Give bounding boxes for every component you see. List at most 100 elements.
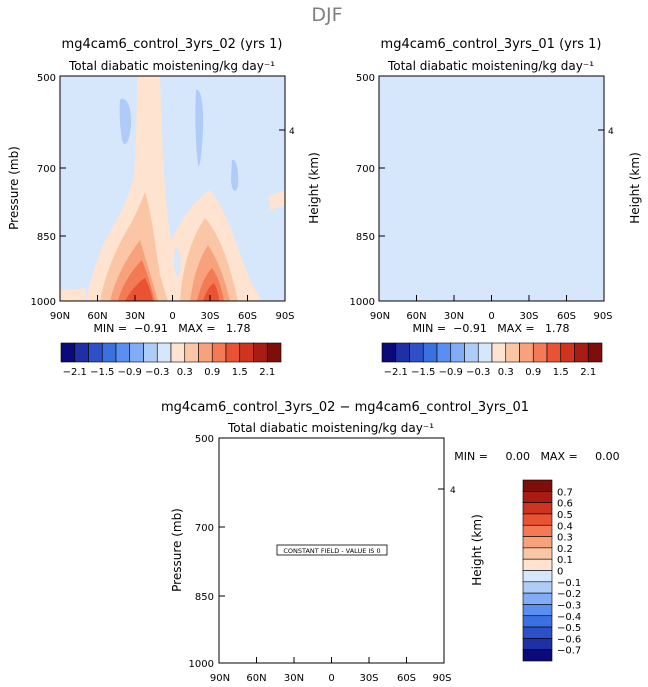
colorbar-swatch bbox=[522, 502, 553, 515]
colorbar-swatch bbox=[464, 342, 479, 363]
colorbar-swatch bbox=[587, 342, 603, 363]
ylabel-height: Height (km) bbox=[628, 152, 642, 223]
colorbar-label: −0.3 bbox=[557, 600, 581, 611]
colorbar-label: −0.1 bbox=[557, 578, 581, 589]
height-tick-4: 4 bbox=[450, 486, 456, 496]
colorbar-swatch bbox=[491, 342, 507, 363]
colorbar-swatch bbox=[522, 638, 553, 650]
colorbar-label: −0.5 bbox=[557, 623, 581, 634]
constant-field-label: CONSTANT FIELD - VALUE IS 0 bbox=[283, 547, 380, 555]
x-ticks bbox=[218, 657, 445, 663]
colorbar-label: 0.3 bbox=[557, 533, 573, 544]
colorbar-swatch bbox=[60, 342, 76, 363]
ytick-1000: 1000 bbox=[31, 297, 56, 308]
ytick-700: 700 bbox=[356, 164, 375, 175]
colorbar-label: −0.4 bbox=[557, 612, 581, 623]
colorbar-label: −1.5 bbox=[411, 367, 435, 378]
colorbar-right: −2.1 −1.5 −0.9 −0.3 0.3 0.9 1.5 2.1 bbox=[381, 342, 603, 378]
ytick-500: 500 bbox=[356, 73, 375, 84]
colorbar-swatch bbox=[88, 342, 103, 363]
colorbar-label: −0.3 bbox=[145, 367, 169, 378]
colorbar-swatch bbox=[225, 342, 241, 363]
xtick-60s: 60S bbox=[557, 311, 576, 322]
xtick-90n: 90N bbox=[370, 311, 390, 322]
colorbar-label: 2.1 bbox=[580, 367, 596, 378]
colorbar-swatch bbox=[253, 342, 268, 363]
colorbar-swatch bbox=[522, 524, 553, 537]
colorbar-label: 0.9 bbox=[204, 367, 220, 378]
colorbar-label: 1.5 bbox=[553, 367, 569, 378]
xtick-30n: 30N bbox=[125, 311, 145, 322]
colorbar-swatch bbox=[115, 342, 131, 363]
colorbar-label: −0.3 bbox=[466, 367, 490, 378]
x-ticks bbox=[378, 295, 605, 301]
ylabel-height: Height (km) bbox=[307, 152, 321, 223]
colorbar-label: 2.1 bbox=[259, 367, 275, 378]
height-tick-4: 4 bbox=[289, 127, 295, 137]
xtick-90s: 90S bbox=[593, 311, 612, 322]
colorbar-label: 0.3 bbox=[177, 367, 193, 378]
ylabel-pressure: Pressure (mb) bbox=[170, 508, 184, 592]
xtick-30s: 30S bbox=[359, 673, 378, 684]
xtick-0: 0 bbox=[169, 311, 175, 322]
colorbar-label: 0.1 bbox=[557, 555, 573, 566]
contour-fill bbox=[60, 76, 285, 301]
colorbar-label: 0.4 bbox=[557, 521, 573, 532]
colorbar-label: 0.3 bbox=[498, 367, 514, 378]
colorbar-label: −2.1 bbox=[63, 367, 87, 378]
xtick-60n: 60N bbox=[406, 311, 426, 322]
ytick-850: 850 bbox=[37, 232, 56, 243]
ytick-500: 500 bbox=[37, 73, 56, 84]
colorbar-swatch bbox=[522, 581, 553, 594]
xtick-30n: 30N bbox=[444, 311, 464, 322]
ytick-700: 700 bbox=[37, 164, 56, 175]
colorbar-swatch bbox=[522, 547, 553, 560]
colorbar-swatch bbox=[522, 558, 553, 571]
xtick-30s: 30S bbox=[519, 311, 538, 322]
colorbar-swatch bbox=[560, 342, 575, 363]
colorbar-label: 0.9 bbox=[525, 367, 541, 378]
colorbar-label: 0.5 bbox=[557, 510, 573, 521]
colorbar-label: 0 bbox=[557, 567, 563, 578]
xtick-0: 0 bbox=[328, 673, 334, 684]
colorbar-label: −0.7 bbox=[557, 646, 581, 657]
colorbar-label: −0.9 bbox=[118, 367, 142, 378]
colorbar-swatch bbox=[239, 342, 254, 363]
colorbar-swatch bbox=[266, 342, 282, 363]
colorbar-swatch bbox=[522, 479, 553, 492]
ytick-850: 850 bbox=[195, 592, 214, 603]
plot-background bbox=[379, 76, 604, 301]
colorbar-swatch bbox=[170, 342, 186, 363]
panel-left-subtitle: Total diabatic moistening/kg day⁻¹ bbox=[68, 59, 275, 73]
y-ticks bbox=[219, 437, 444, 664]
xtick-90n: 90N bbox=[50, 311, 70, 322]
ytick-1000: 1000 bbox=[189, 659, 214, 670]
xtick-60n: 60N bbox=[87, 311, 107, 322]
panel-right-title: mg4cam6_control_3yrs_01 (yrs 1) bbox=[381, 37, 602, 52]
colorbar-label: −1.5 bbox=[90, 367, 114, 378]
xtick-0: 0 bbox=[488, 311, 494, 322]
figure-title: DJF bbox=[311, 4, 342, 26]
colorbar-label: 0.2 bbox=[557, 544, 573, 555]
colorbar-swatch bbox=[522, 604, 553, 617]
constant-field-box bbox=[276, 544, 388, 556]
colorbar-swatch bbox=[436, 342, 452, 363]
colorbar-swatch bbox=[129, 342, 144, 363]
ytick-850: 850 bbox=[356, 232, 375, 243]
colorbar-swatch bbox=[505, 342, 520, 363]
colorbar-label: −2.1 bbox=[384, 367, 408, 378]
ylabel-height: Height (km) bbox=[470, 514, 484, 585]
colorbar-swatch bbox=[395, 342, 410, 363]
colorbar-swatch bbox=[546, 342, 562, 363]
panel-diff: mg4cam6_control_3yrs_02 − mg4cam6_contro… bbox=[161, 400, 620, 684]
xtick-30s: 30S bbox=[200, 311, 219, 322]
xtick-90n: 90N bbox=[210, 673, 230, 684]
colorbar-label: −0.6 bbox=[557, 634, 581, 645]
colorbar-swatch bbox=[198, 342, 213, 363]
ytick-700: 700 bbox=[195, 523, 214, 534]
panel-diff-subtitle: Total diabatic moistening/kg day⁻¹ bbox=[227, 421, 434, 435]
colorbar-swatch bbox=[522, 626, 553, 639]
colorbar-swatch bbox=[450, 342, 465, 363]
colorbar-swatch bbox=[522, 592, 553, 605]
ytick-500: 500 bbox=[195, 434, 214, 445]
